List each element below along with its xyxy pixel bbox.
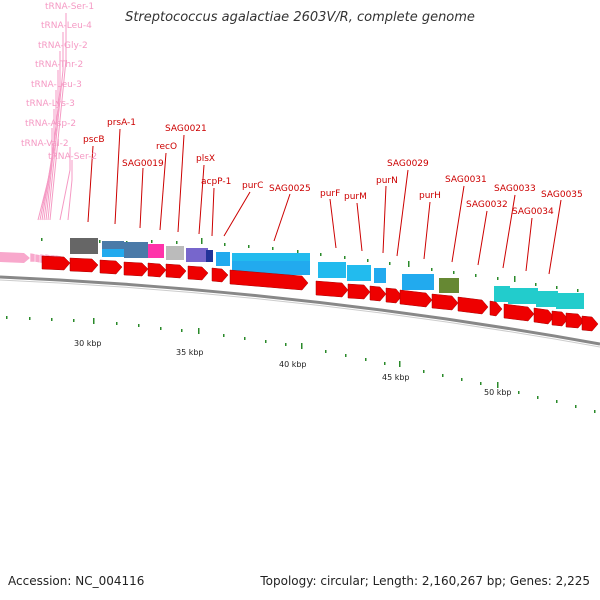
tick-label-35kbp: 35 kbp: [176, 348, 204, 357]
gene-label: SAG0021: [165, 124, 207, 134]
tick-label-40kbp: 40 kbp: [279, 360, 307, 369]
tick-labels: 30 kbp 35 kbp 40 kbp 45 kbp 50 kbp: [74, 339, 512, 397]
cds-arrow-track: [41, 255, 599, 332]
outer-feature-track: [0, 238, 584, 309]
gene-connector-lines: [87, 128, 562, 275]
trna-label: tRNA-Lys-3: [26, 99, 75, 109]
trna-label: tRNA-Gly-2: [38, 41, 88, 51]
gene-label: SAG0031: [445, 175, 487, 185]
gene-label: SAG0033: [494, 184, 536, 194]
trna-label: tRNA-Asp-2: [25, 119, 76, 129]
trna-labels: tRNA-Ser-1 tRNA-Leu-4 tRNA-Gly-2 tRNA-Thr-2…: [21, 2, 97, 162]
genome-backbone: [0, 275, 600, 346]
trna-label: tRNA-Val-2: [21, 139, 69, 149]
gene-label: purF: [320, 189, 340, 199]
genome-summary: Topology: circular; Length: 2,160,267 bp…: [260, 574, 590, 588]
gene-label: prsA-1: [107, 118, 136, 128]
tick-label-45kbp: 45 kbp: [382, 373, 410, 382]
gene-label: recO: [156, 142, 177, 152]
gene-label: purC: [242, 181, 263, 191]
accession-label: Accession: NC_004116: [8, 574, 145, 588]
gene-label: pscB: [83, 135, 105, 145]
trna-label: tRNA-Thr-2: [35, 60, 83, 70]
gene-label: SAG0032: [466, 200, 508, 210]
map-title: Streptococcus agalactiae 2603V/R, comple…: [125, 10, 475, 25]
tick-label-30kbp: 30 kbp: [74, 339, 102, 348]
gene-label: acpP-1: [201, 177, 231, 187]
trna-connector-lines: [37, 13, 73, 221]
gene-label: SAG0035: [541, 190, 583, 200]
gene-label: SAG0034: [512, 207, 554, 217]
gene-label: purM: [344, 192, 367, 202]
gene-label: purH: [419, 191, 441, 201]
trna-label: tRNA-Leu-4: [41, 21, 92, 31]
gene-label: SAG0019: [122, 159, 164, 169]
inner-tick-marks: [6, 316, 596, 413]
trna-label: tRNA-Ser-1: [45, 2, 94, 12]
trna-label: tRNA-Leu-3: [31, 80, 82, 90]
tick-label-50kbp: 50 kbp: [484, 388, 512, 397]
gene-label: SAG0029: [387, 159, 429, 169]
gene-label: plsX: [196, 154, 215, 164]
trna-label: tRNA-Ser-2: [48, 152, 97, 162]
gene-label: SAG0025: [269, 184, 311, 194]
gene-label: purN: [376, 176, 398, 186]
